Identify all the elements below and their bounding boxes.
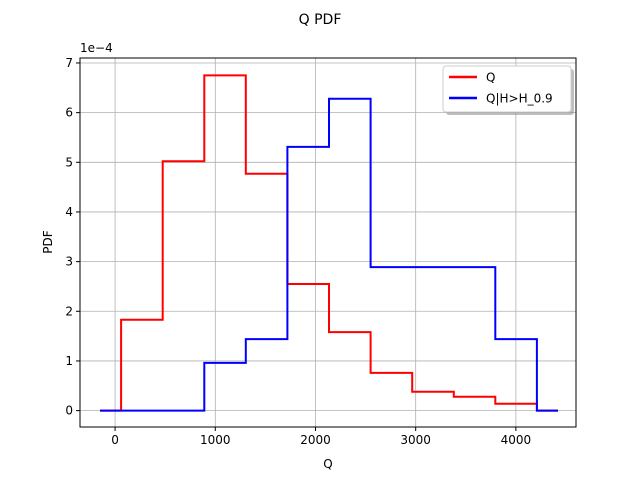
x-tick-label: 1000 [200,433,231,447]
legend-label: Q|H>H_0.9 [486,92,553,106]
x-tick-label: 3000 [400,433,431,447]
x-tick-label: 0 [111,433,119,447]
y-tick-label: 4 [65,205,73,219]
x-tick-label: 4000 [501,433,532,447]
y-tick-label: 7 [65,56,73,70]
y-tick-label: 1 [65,354,73,368]
series-q [100,74,558,412]
legend-items: Q Q|H>H_0.9 [449,71,553,106]
legend: Q Q|H>H_0.9 [442,65,574,115]
series-group [100,74,558,412]
y-tick-label: 5 [65,155,73,169]
series-q-conditional [100,97,558,412]
legend-label: Q [486,71,495,85]
y-tick-label: 2 [65,304,73,318]
chart-title: Q PDF [299,12,342,28]
x-axis-ticks: 0 1000 2000 3000 4000 [111,427,531,447]
y-tick-label: 0 [65,404,73,418]
y-axis-scale-label: 1e−4 [80,41,113,55]
histogram-step-line [100,97,558,412]
x-axis-label: Q [323,457,332,471]
y-axis-ticks: 0 1 2 3 4 5 6 7 [65,56,80,418]
plot-area-frame [79,57,577,428]
y-tick-label: 6 [65,106,73,120]
x-tick-label: 2000 [300,433,331,447]
y-tick-label: 3 [65,255,73,269]
histogram-step-line [100,74,558,412]
y-axis-label: PDF [41,230,55,253]
